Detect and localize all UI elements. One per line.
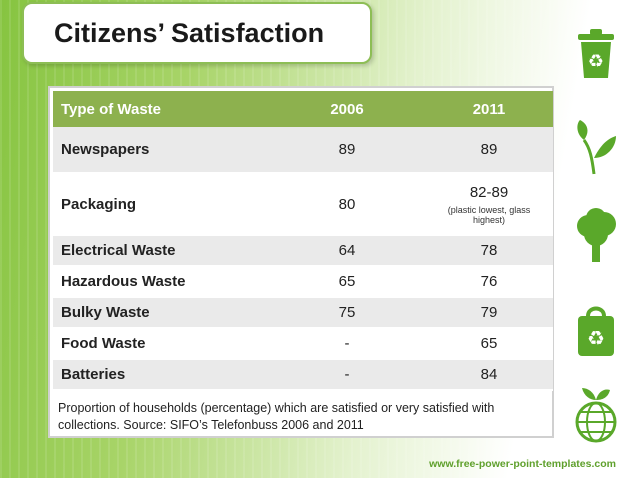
value-2006: 64 <box>269 235 425 267</box>
satisfaction-table-panel: Type of Waste 2006 2011 Newspapers 89 89… <box>48 86 554 438</box>
row-label: Newspapers <box>53 127 269 174</box>
table-row: Bulky Waste 75 79 <box>53 297 553 329</box>
value-2011: 65 <box>425 328 553 360</box>
table-row: Batteries - 84 <box>53 359 553 391</box>
value-2011: 89 <box>425 127 553 174</box>
value-2011: 82-89 <box>469 183 509 201</box>
value-2006: 80 <box>269 173 425 236</box>
row-label: Batteries <box>53 359 269 391</box>
table-row: Newspapers 89 89 <box>53 127 553 174</box>
table-caption: Proportion of households (percentage) wh… <box>58 401 495 432</box>
table-row: Packaging 80 82-89 (plastic lowest, glas… <box>53 173 553 236</box>
value-2011: 76 <box>425 266 553 298</box>
value-2006: - <box>269 359 425 391</box>
header-2006: 2006 <box>269 91 425 127</box>
svg-text:♻: ♻ <box>587 326 605 350</box>
slide-title: Citizens’ Satisfaction <box>54 18 325 48</box>
packaging-note: (plastic lowest, glass highest) <box>447 204 531 225</box>
value-2011: 78 <box>425 235 553 267</box>
row-label: Food Waste <box>53 328 269 360</box>
value-2006: - <box>269 328 425 360</box>
table-row: Food Waste - 65 <box>53 328 553 360</box>
value-2011: 79 <box>425 297 553 329</box>
leaves-icon <box>577 120 616 175</box>
tree-icon <box>577 208 616 262</box>
header-2011: 2011 <box>425 91 553 127</box>
recycle-bin-icon: ♻ <box>578 29 614 78</box>
value-2011-cell: 82-89 (plastic lowest, glass highest) <box>425 173 553 236</box>
table-row: Electrical Waste 64 78 <box>53 235 553 267</box>
row-label: Electrical Waste <box>53 235 269 267</box>
value-2006: 65 <box>269 266 425 298</box>
footer-url: www.free-power-point-templates.com <box>429 458 616 470</box>
row-label: Bulky Waste <box>53 297 269 329</box>
globe-plant-icon <box>575 388 617 443</box>
recycle-bag-icon: ♻ <box>578 306 614 356</box>
value-2006: 89 <box>269 127 425 174</box>
row-label: Packaging <box>53 173 269 236</box>
row-label: Hazardous Waste <box>53 266 269 298</box>
table-header-row: Type of Waste 2006 2011 <box>53 91 553 127</box>
header-type-of-waste: Type of Waste <box>53 91 269 127</box>
title-box: Citizens’ Satisfaction <box>22 2 372 64</box>
value-2006: 75 <box>269 297 425 329</box>
satisfaction-table: Type of Waste 2006 2011 Newspapers 89 89… <box>53 91 553 391</box>
svg-text:♻: ♻ <box>588 51 604 72</box>
table-row: Hazardous Waste 65 76 <box>53 266 553 298</box>
value-2011: 84 <box>425 359 553 391</box>
